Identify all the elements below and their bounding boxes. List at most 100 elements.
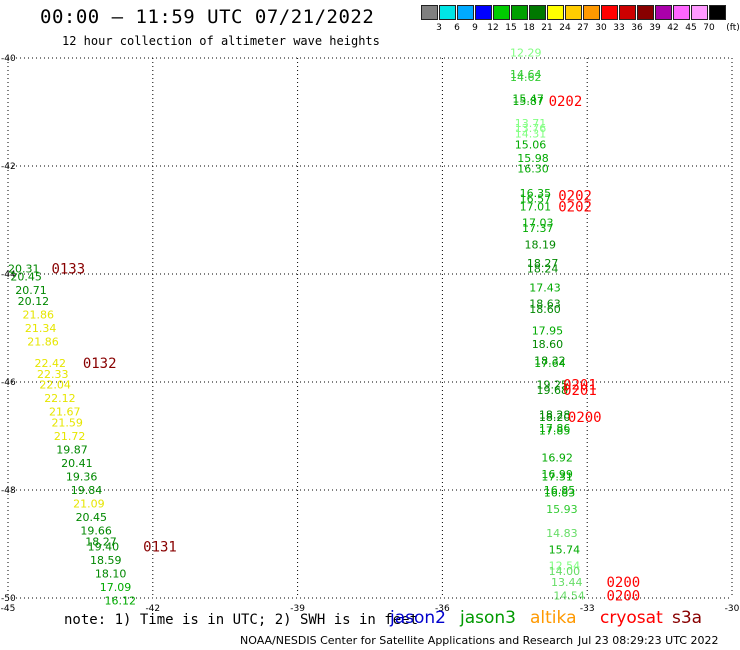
- wave-height-value: 21.59: [51, 417, 83, 430]
- wave-height-value: 17.01: [520, 201, 552, 214]
- pass-time-label: 0201: [563, 383, 597, 399]
- wave-height-value: 15.74: [549, 543, 581, 556]
- page-title: 00:00 – 11:59 UTC 07/21/2022: [40, 6, 375, 28]
- wave-height-value: 14.31: [515, 128, 547, 141]
- pass-time-label: 0132: [83, 356, 117, 372]
- wave-height-value: 17.43: [529, 282, 561, 295]
- pass-time-label: 0200: [568, 410, 602, 426]
- wave-height-value: 15.06: [515, 138, 547, 151]
- lon-tick-label: -39: [290, 604, 305, 614]
- page-subtitle: 12 hour collection of altimeter wave hei…: [62, 34, 380, 48]
- scale-swatch: [673, 5, 690, 20]
- scale-label: (ft): [726, 23, 740, 33]
- wave-height-value: 18.27: [527, 257, 559, 270]
- wave-height-value: 22.33: [37, 368, 69, 381]
- wave-height-value: 12.54: [549, 560, 581, 573]
- wave-height-value: 16.99: [541, 468, 573, 481]
- wave-height-value: 21.86: [27, 336, 59, 349]
- wave-height-value: 17.03: [522, 217, 554, 230]
- wave-height-value: 17.64: [534, 357, 566, 370]
- wave-height-value: 14.64: [510, 68, 542, 81]
- scale-label: 3: [436, 23, 442, 33]
- scale-swatch: [619, 5, 636, 20]
- lon-tick-label: -30: [725, 604, 740, 614]
- wave-height-value: 19.40: [88, 541, 120, 554]
- scale-label: 30: [595, 23, 607, 33]
- wave-height-value: 20.45: [76, 511, 108, 524]
- wave-height-value: 12.29: [510, 47, 542, 60]
- scale-swatch: [457, 5, 474, 20]
- scale-swatch: [511, 5, 528, 20]
- wave-height-value: 15.93: [546, 503, 578, 516]
- wave-height-value: 18.60: [529, 303, 561, 316]
- pass-time-label: 0202: [558, 200, 592, 216]
- wave-height-value: 19.87: [56, 444, 87, 457]
- wave-height-value: 15.47: [512, 93, 544, 106]
- generated-timestamp: Jul 23 08:29:23 UTC 2022: [578, 634, 719, 647]
- wave-height-value: 14.62: [510, 71, 542, 84]
- wave-height-value: 16.12: [105, 595, 136, 608]
- scale-swatch: [475, 5, 492, 20]
- wave-height-value: 20.12: [18, 295, 50, 308]
- wave-height-value: 13.76: [515, 122, 547, 135]
- satellite-jason2: jason2: [390, 608, 446, 628]
- wave-height-value: 18.28: [539, 408, 571, 421]
- scale-label: 70: [703, 23, 715, 33]
- satellite-jason3: jason3: [460, 608, 516, 628]
- scale-swatch: [421, 5, 438, 20]
- wave-height-value: 18.60: [532, 338, 564, 351]
- wave-height-value: 18.10: [95, 568, 127, 581]
- wave-height-value: 16.85: [544, 484, 576, 497]
- wave-height-value: 18.63: [529, 298, 561, 311]
- wave-height-value: 20.31: [8, 263, 40, 276]
- wave-height-value: 17.85: [539, 425, 571, 438]
- wave-height-value: 16.92: [541, 452, 573, 465]
- wave-height-value: 19.36: [66, 471, 98, 484]
- wave-height-value: 16.35: [520, 187, 552, 200]
- lon-tick-label: -45: [1, 604, 16, 614]
- wave-height-value: 14.54: [553, 589, 585, 602]
- scale-label: 15: [505, 23, 517, 33]
- pass-time-label: 0201: [563, 378, 597, 394]
- scale-label: 39: [649, 23, 661, 33]
- wave-height-value: 15.98: [517, 152, 549, 165]
- scale-label: 12: [487, 23, 499, 33]
- satellite-altika: altika: [530, 608, 577, 628]
- wave-height-value: 20.45: [10, 271, 42, 284]
- scale-swatch: [439, 5, 456, 20]
- wave-height-value: 14.00: [549, 565, 581, 578]
- wave-height-value: 18.59: [90, 554, 122, 567]
- pass-time-label: 0202: [558, 189, 592, 205]
- scale-label: 6: [454, 23, 460, 33]
- lat-tick-label: -42: [1, 162, 16, 172]
- scale-label: 42: [667, 23, 679, 33]
- scale-swatch: [529, 5, 546, 20]
- wave-height-value: 22.42: [35, 357, 66, 370]
- wave-height-value: 20.71: [15, 284, 46, 297]
- satellite-cryosat: cryosat: [600, 608, 663, 628]
- wave-height-value: 17.09: [100, 581, 132, 594]
- scale-swatch: [565, 5, 582, 20]
- scale-label: 36: [631, 23, 643, 33]
- wave-height-value: 16.57: [520, 192, 552, 205]
- wave-height-value: 16.83: [544, 487, 576, 500]
- lat-tick-label: -48: [1, 486, 16, 496]
- wave-height-value: 17.95: [532, 325, 564, 338]
- wave-height-value: 18.19: [524, 238, 556, 251]
- scale-label: 24: [559, 23, 571, 33]
- satellite-s3a: s3a: [672, 608, 703, 628]
- wave-height-value: 19.66: [80, 525, 112, 538]
- footer-note: note: 1) Time is in UTC; 2) SWH is in fe…: [64, 612, 419, 628]
- scale-swatch: [655, 5, 672, 20]
- wave-height-value: 21.09: [73, 498, 105, 511]
- wave-height-value: 19.84: [71, 484, 103, 497]
- wave-height-value: 21.67: [49, 406, 81, 419]
- scale-label: 27: [577, 23, 589, 33]
- scale-swatch: [547, 5, 564, 20]
- scale-label: 21: [541, 23, 553, 33]
- pass-time-label: 0200: [607, 588, 641, 604]
- lon-tick-label: -33: [580, 604, 595, 614]
- scale-label: 18: [523, 23, 535, 33]
- credit-line: NOAA/NESDIS Center for Satellite Applica…: [240, 634, 574, 647]
